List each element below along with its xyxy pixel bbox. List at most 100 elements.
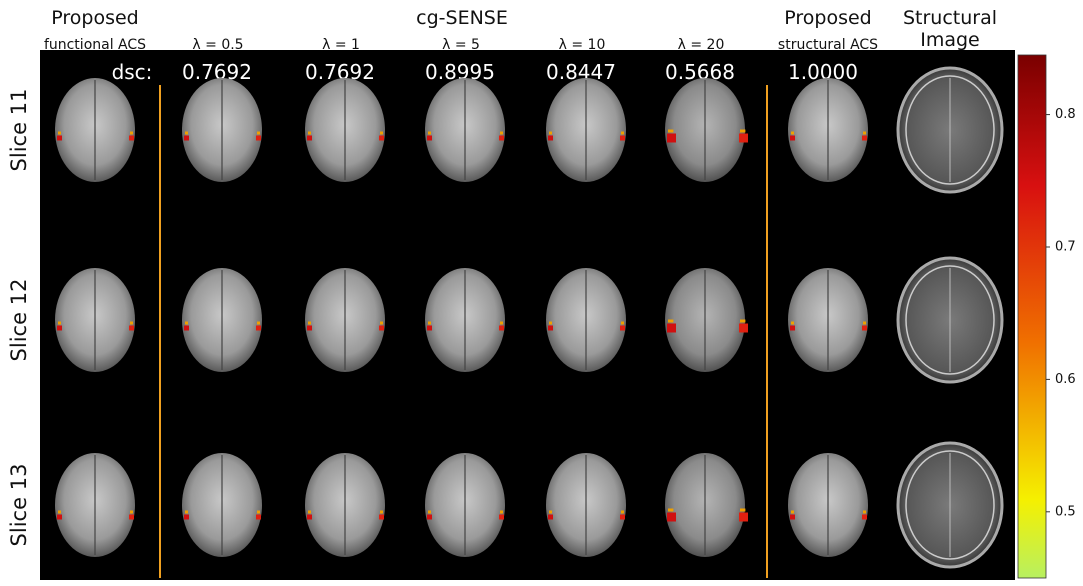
column-title: cg-SENSE — [416, 7, 508, 29]
slice-label: Slice 11 — [7, 89, 31, 172]
activation — [549, 322, 552, 325]
activation — [862, 515, 867, 520]
activation — [791, 322, 794, 325]
colorbar — [1018, 55, 1046, 578]
activation — [185, 322, 188, 325]
activation — [379, 326, 384, 331]
activation — [791, 511, 794, 514]
activation — [500, 132, 503, 135]
figure: Proposed functional ACS cg-SENSE Propose… — [0, 0, 1083, 586]
activation — [130, 322, 133, 325]
activation — [307, 515, 312, 520]
activation — [185, 132, 188, 135]
activation — [428, 511, 431, 514]
activation — [863, 322, 866, 325]
activation — [307, 326, 312, 331]
activation — [58, 132, 61, 135]
activation — [499, 515, 504, 520]
activation — [668, 130, 673, 133]
lambda-label: λ = 5 — [442, 37, 480, 53]
activation — [739, 134, 748, 143]
activation — [257, 511, 260, 514]
activation — [667, 324, 676, 333]
colorbar-tick-label: 0.8 — [1055, 107, 1076, 122]
activation — [862, 136, 867, 141]
column-subtitle: functional ACS — [44, 37, 146, 53]
activation — [740, 509, 745, 512]
activation — [130, 511, 133, 514]
activation — [548, 136, 553, 141]
activation — [620, 326, 625, 331]
activation — [308, 322, 311, 325]
activation — [57, 326, 62, 331]
lambda-label: λ = 1 — [322, 37, 360, 53]
activation — [257, 132, 260, 135]
activation — [185, 511, 188, 514]
lambda-label: λ = 10 — [559, 37, 606, 53]
activation — [58, 511, 61, 514]
activation — [667, 513, 676, 522]
activation — [427, 515, 432, 520]
activation — [307, 136, 312, 141]
activation — [500, 322, 503, 325]
activation — [620, 515, 625, 520]
activation — [863, 132, 866, 135]
activation — [256, 326, 261, 331]
activation — [739, 324, 748, 333]
column-title: Proposed — [51, 7, 138, 29]
activation — [500, 511, 503, 514]
activation — [184, 136, 189, 141]
column-subtitle: structural ACS — [778, 37, 878, 53]
activation — [548, 515, 553, 520]
activation — [129, 515, 134, 520]
activation — [790, 136, 795, 141]
activation — [427, 136, 432, 141]
activation — [379, 515, 384, 520]
column-title: Structural — [903, 7, 997, 29]
activation — [620, 136, 625, 141]
slice-label: Slice 12 — [7, 279, 31, 362]
activation — [791, 132, 794, 135]
activation — [499, 136, 504, 141]
activation — [380, 511, 383, 514]
activation — [740, 320, 745, 323]
activation — [863, 511, 866, 514]
activation — [57, 515, 62, 520]
activation — [667, 134, 676, 143]
lambda-label: λ = 20 — [678, 37, 725, 53]
dsc-label: dsc: — [112, 60, 153, 84]
activation — [621, 322, 624, 325]
activation — [790, 515, 795, 520]
activation — [129, 326, 134, 331]
activation — [739, 513, 748, 522]
lambda-label: λ = 0.5 — [192, 37, 243, 53]
activation — [668, 509, 673, 512]
slice-label: Slice 13 — [7, 464, 31, 547]
activation — [57, 136, 62, 141]
activation — [184, 515, 189, 520]
activation — [668, 320, 673, 323]
column-subtitle: Image — [920, 29, 980, 51]
activation — [621, 511, 624, 514]
activation — [380, 132, 383, 135]
activation — [499, 326, 504, 331]
colorbar-tick-label: 0.7 — [1055, 239, 1076, 254]
colorbar-tick-label: 0.5 — [1055, 504, 1076, 519]
activation — [549, 132, 552, 135]
activation — [862, 326, 867, 331]
activation — [58, 322, 61, 325]
activation — [184, 326, 189, 331]
activation — [256, 515, 261, 520]
activation — [256, 136, 261, 141]
activation — [740, 130, 745, 133]
colorbar-tick-label: 0.6 — [1055, 372, 1076, 387]
activation — [549, 511, 552, 514]
activation — [621, 132, 624, 135]
activation — [548, 326, 553, 331]
activation — [380, 322, 383, 325]
activation — [308, 132, 311, 135]
activation — [308, 511, 311, 514]
activation — [427, 326, 432, 331]
activation — [790, 326, 795, 331]
activation — [428, 322, 431, 325]
